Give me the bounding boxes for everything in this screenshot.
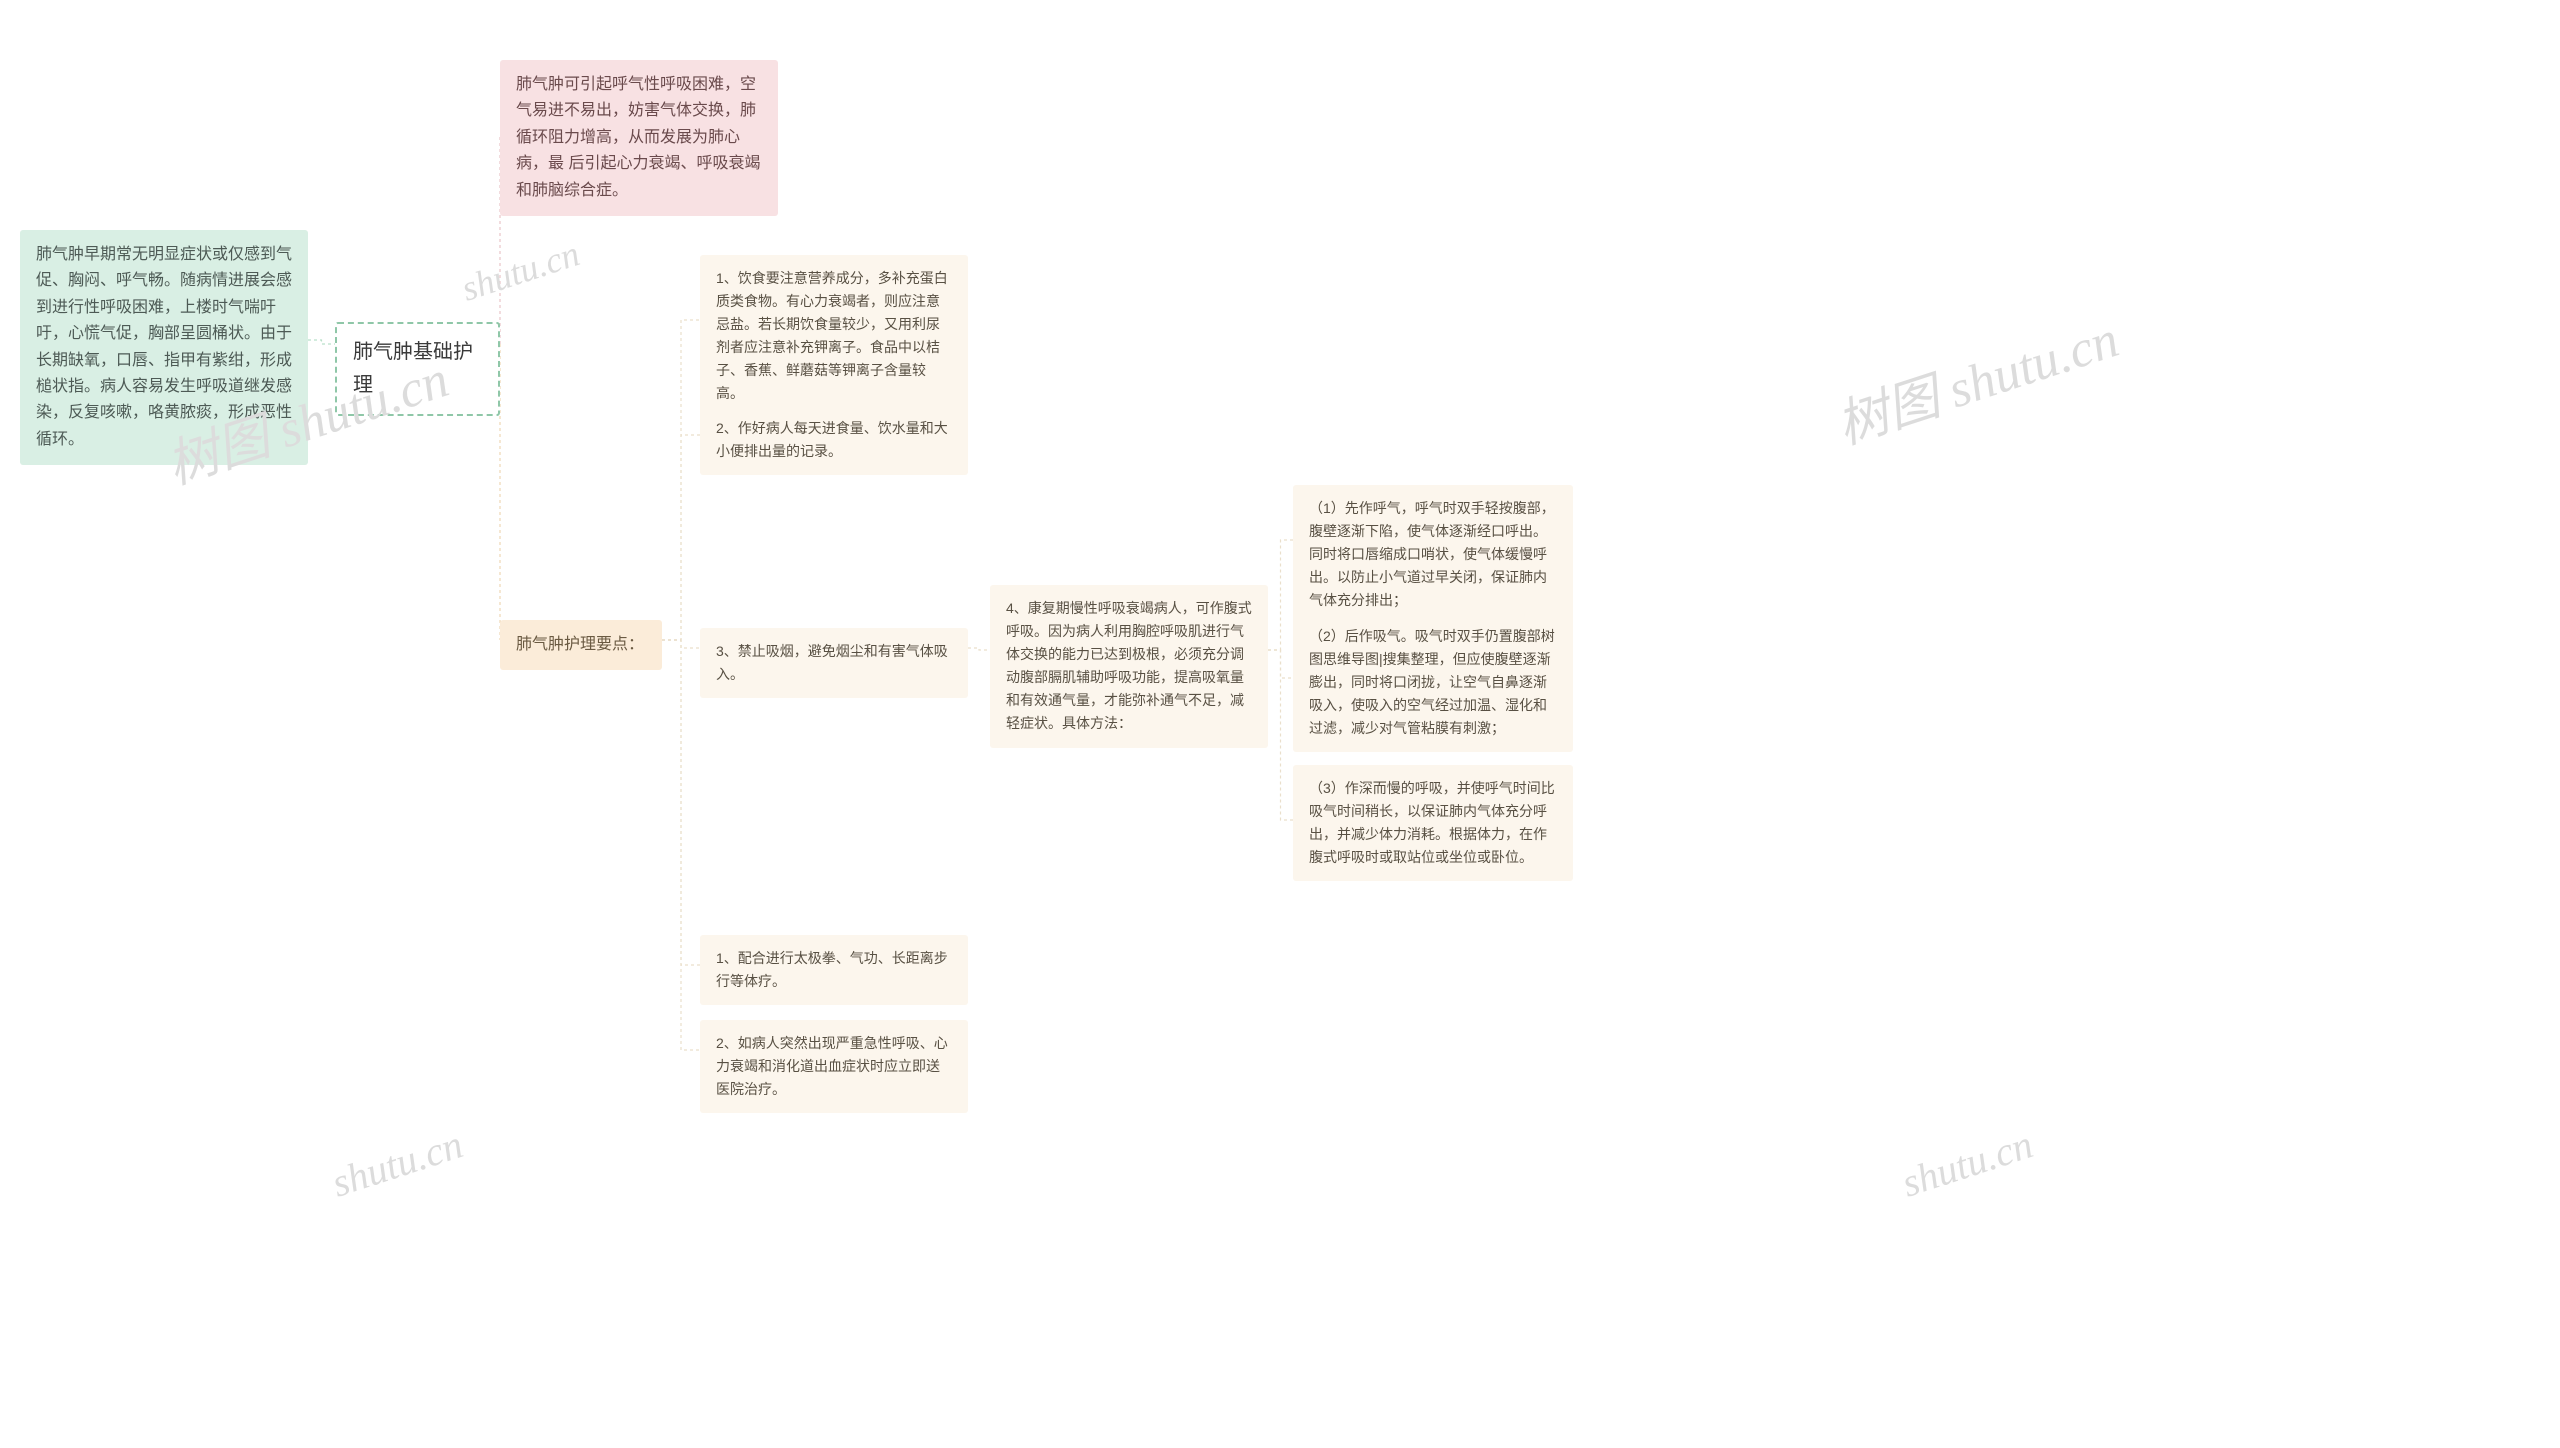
leaf-nosmoke: 3、禁止吸烟，避免烟尘和有害气体吸入。 [700,628,968,698]
branch-care-points: 肺气肿护理要点： [500,620,662,670]
watermark: shutu.cn [1896,1120,2038,1206]
leaf-exercise: 1、配合进行太极拳、气功、长距离步行等体疗。 [700,935,968,1005]
watermark: shutu.cn [456,232,584,309]
leaf-exhale: （1）先作呼气，呼气时双手轻按腹部，腹壁逐渐下陷，使气体逐渐经口呼出。同时将口唇… [1293,485,1573,624]
leaf-diet: 1、饮食要注意营养成分，多补充蛋白质类食物。有心力衰竭者，则应注意忌盐。若长期饮… [700,255,968,418]
leaf-emergency: 2、如病人突然出现严重急性呼吸、心力衰竭和消化道出血症状时应立即送医院治疗。 [700,1020,968,1113]
leaf-slow: （3）作深而慢的呼吸，并使呼气时间比吸气时间稍长，以保证肺内气体充分呼出，并减少… [1293,765,1573,881]
root-node: 肺气肿早期常无明显症状或仅感到气促、胸闷、呼气畅。随病情进展会感到进行性呼吸困难… [20,230,308,465]
watermark: shutu.cn [326,1120,468,1206]
watermark: 树图 shutu.cn [1826,297,2127,458]
center-node: 肺气肿基础护理 [335,322,500,416]
branch-pathology: 肺气肿可引起呼气性呼吸困难，空气易进不易出，妨害气体交换，肺循环阻力增高，从而发… [500,60,778,216]
leaf-record: 2、作好病人每天进食量、饮水量和大小便排出量的记录。 [700,405,968,475]
leaf-breathing: 4、康复期慢性呼吸衰竭病人，可作腹式呼吸。因为病人利用胸腔呼吸肌进行气体交换的能… [990,585,1268,748]
connector-layer [0,0,2560,1448]
leaf-inhale: （2）后作吸气。吸气时双手仍置腹部树图思维导图|搜集整理，但应使腹壁逐渐膨出，同… [1293,613,1573,752]
